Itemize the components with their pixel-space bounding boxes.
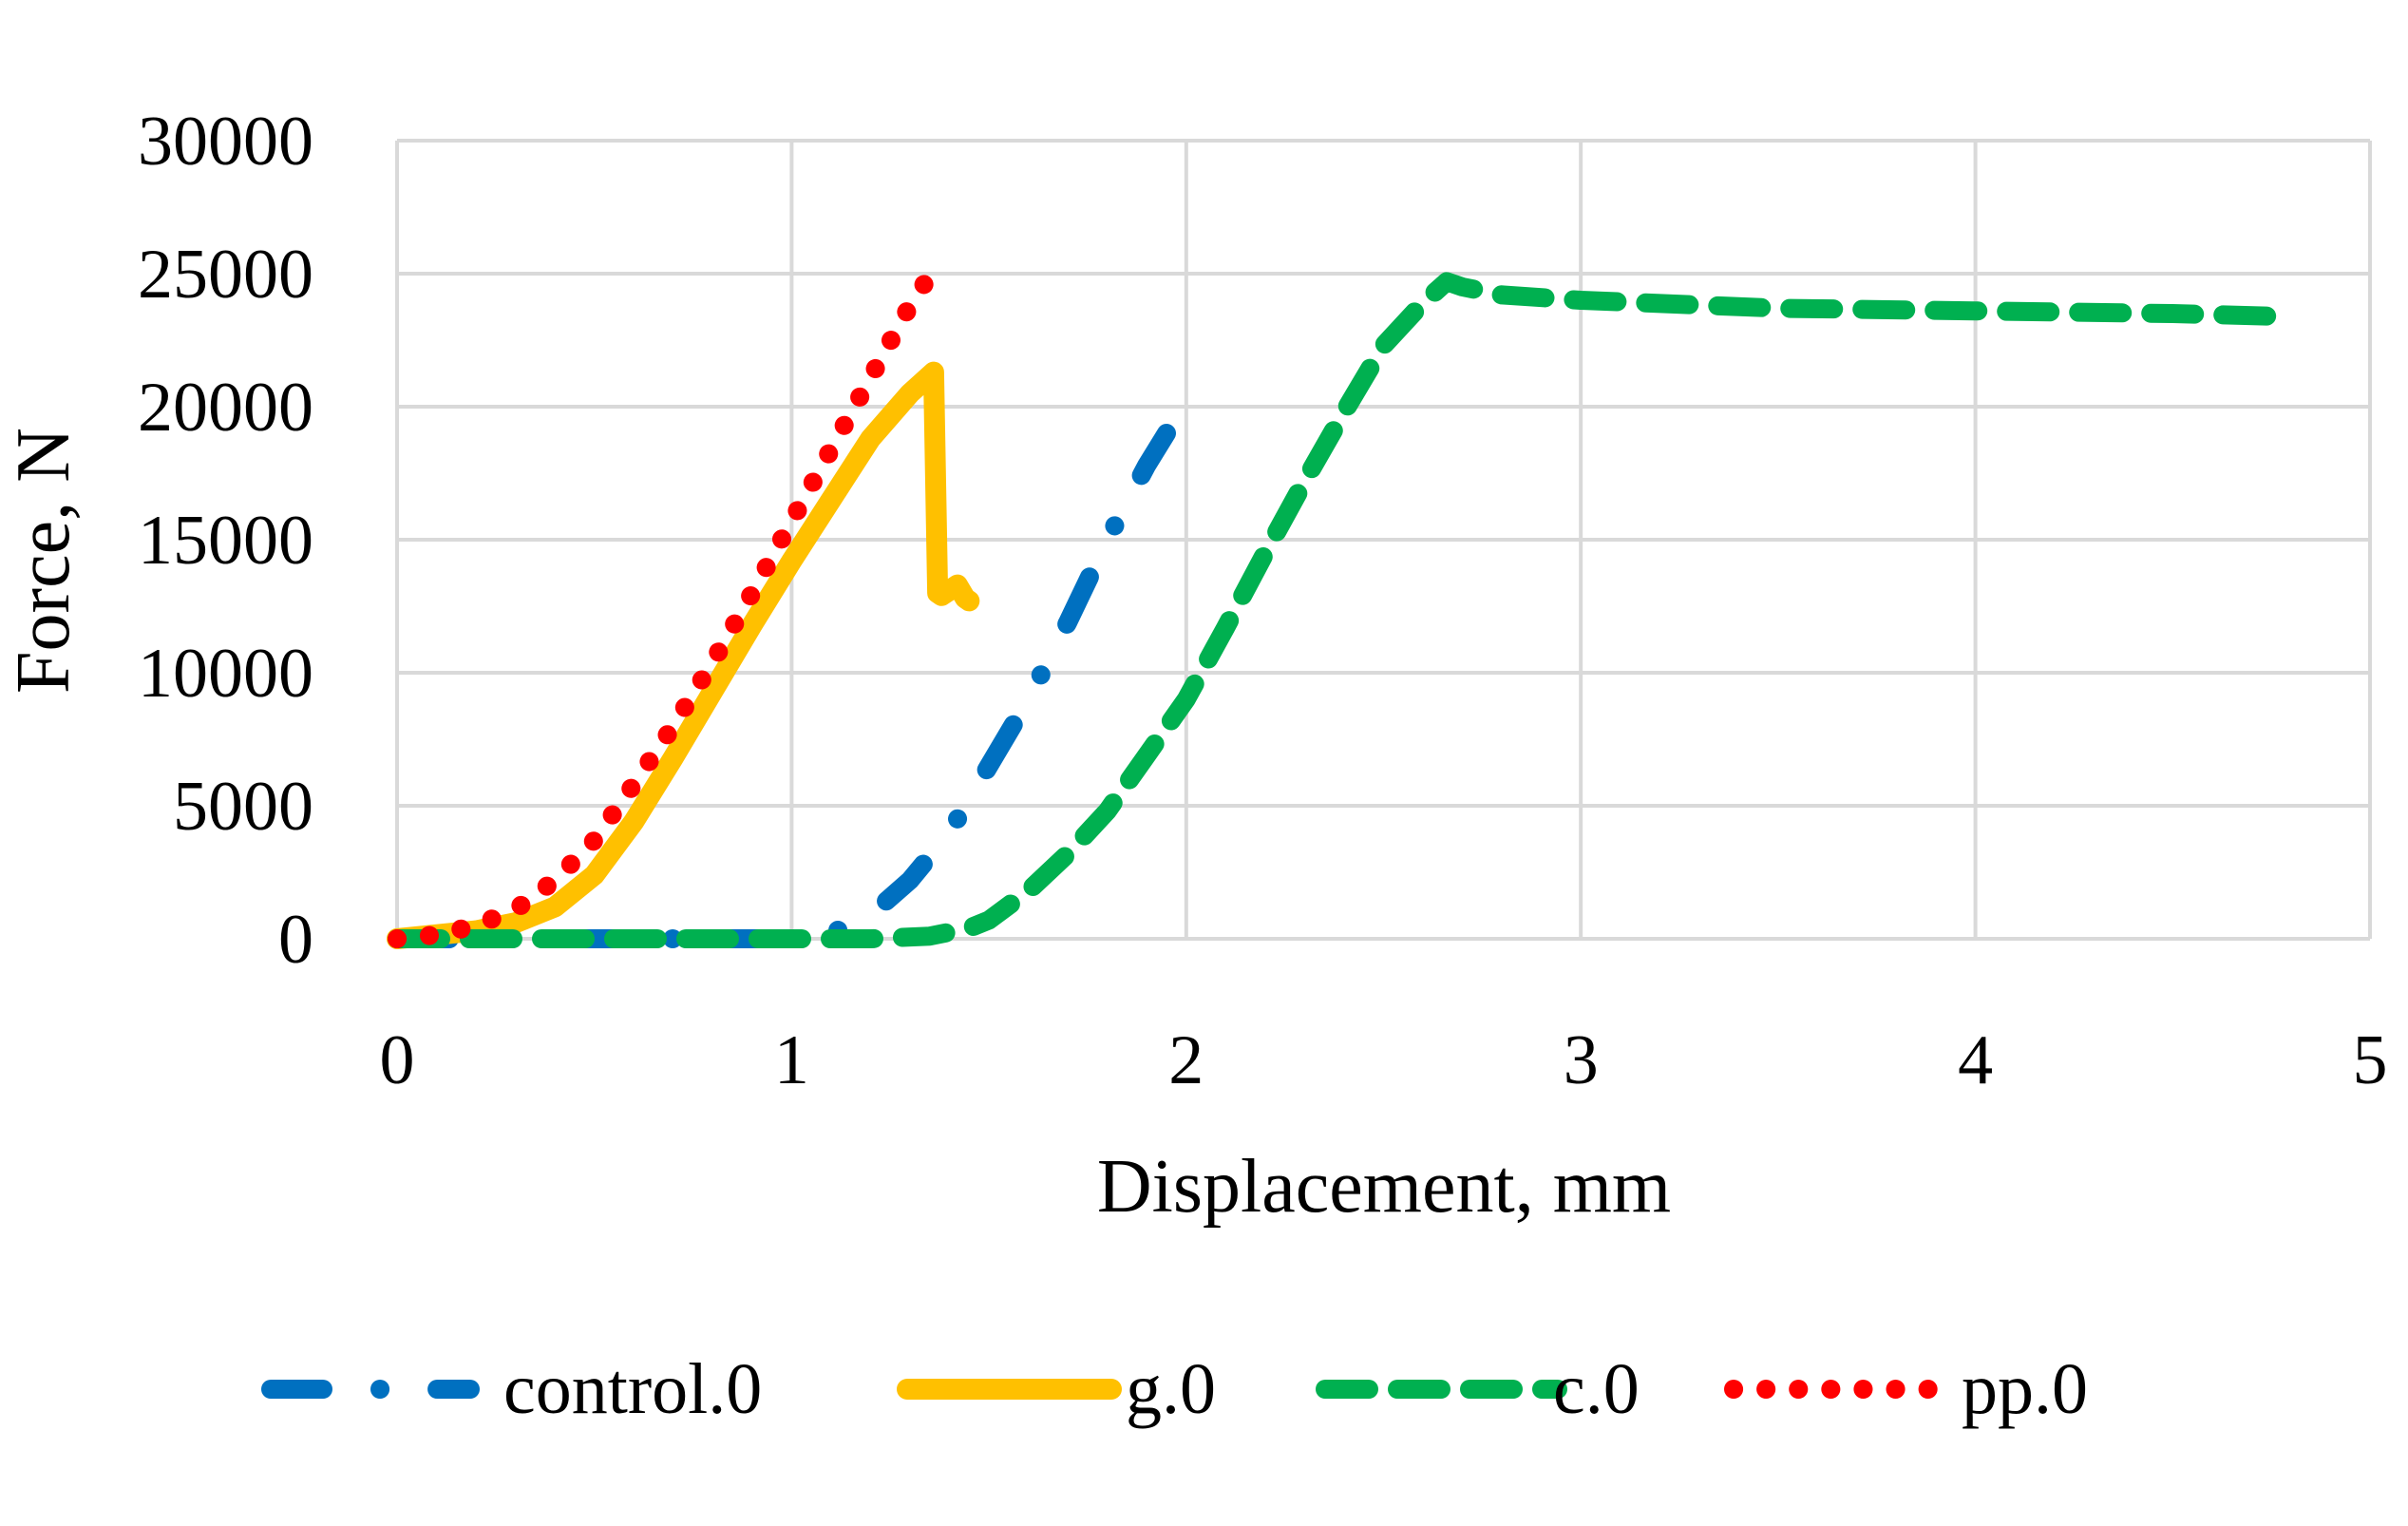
legend-label-g.0: g.0 (1126, 1349, 1216, 1429)
legend-label-control.0: control.0 (503, 1349, 762, 1429)
y-tick-label: 10000 (138, 635, 313, 713)
series-line-c.0 (388, 272, 2282, 948)
y-axis-title: Force, N (2, 428, 85, 694)
legend-label-c.0: c.0 (1553, 1349, 1640, 1429)
x-tick-label: 5 (2353, 1021, 2388, 1099)
x-tick-label: 4 (1958, 1021, 1993, 1099)
x-axis-title: Displacement, mm (1097, 1145, 1671, 1229)
series-line-g.0 (387, 361, 980, 949)
x-tick-label: 2 (1168, 1021, 1204, 1099)
axes: 0 5000 10000 15000 20000 25000 30000 0 1 2 3 4 5 (138, 103, 2388, 1099)
y-tick-label: 30000 (138, 103, 313, 181)
y-tick-label: 0 (278, 901, 313, 979)
grid (395, 139, 2372, 941)
y-tick-label: 25000 (138, 236, 313, 314)
series-line-pp.0 (388, 272, 936, 948)
y-tick-label: 20000 (138, 369, 313, 447)
plot-area (387, 272, 2282, 949)
y-tick-label: 15000 (138, 502, 313, 580)
x-tick-label: 3 (1564, 1021, 1599, 1099)
y-tick-label: 5000 (173, 768, 313, 846)
legend: control.0 g.0 c.0 pp.0 (261, 1349, 2088, 1429)
legend-label-pp.0: pp.0 (1962, 1349, 2088, 1429)
x-tick-label: 1 (774, 1021, 809, 1099)
x-tick-label: 0 (380, 1021, 415, 1099)
